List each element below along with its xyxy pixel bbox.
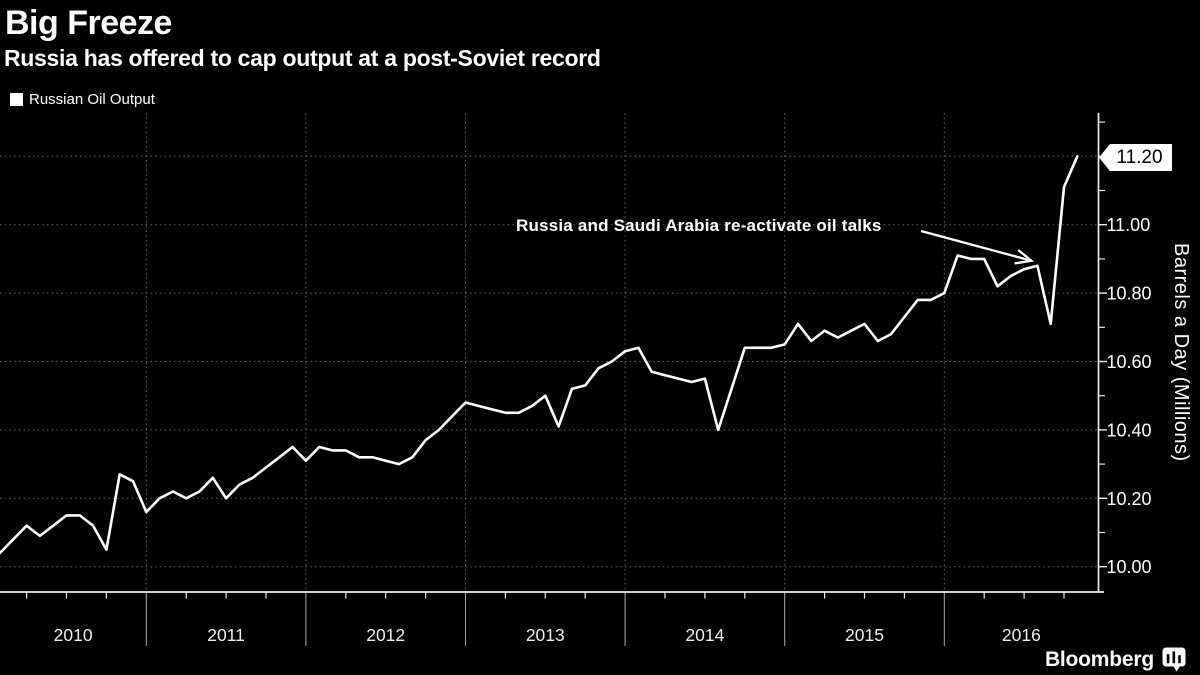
x-tick-label: 2016 [1002, 625, 1041, 645]
bloomberg-branding: Bloomberg [1045, 647, 1186, 672]
legend-swatch-icon [10, 93, 23, 106]
x-tick-label: 2014 [685, 625, 724, 645]
page-subtitle: Russia has offered to cap output at a po… [4, 45, 601, 71]
legend: Russian Oil Output [10, 91, 155, 108]
y-tick-label: 10.00 [1107, 557, 1152, 577]
last-value-badge: 11.20 [1099, 144, 1172, 171]
annotation-text: Russia and Saudi Arabia re-activate oil … [516, 216, 882, 235]
x-tick-label: 2012 [366, 625, 405, 645]
y-tick-label: 10.40 [1107, 420, 1152, 440]
x-tick-label: 2015 [845, 625, 884, 645]
y-tick-label: 10.80 [1107, 284, 1152, 304]
annotation-arrow-shaft [920, 229, 1032, 262]
page-title: Big Freeze [5, 4, 172, 42]
annotation-arrowhead [1014, 249, 1035, 265]
x-tick-label: 2010 [54, 625, 93, 645]
legend-label: Russian Oil Output [29, 91, 155, 108]
y-axis-title: Barrels a Day (Millions) [1170, 243, 1192, 462]
x-tick-label: 2013 [526, 625, 565, 645]
x-tick-label: 2011 [207, 625, 245, 645]
oil-output-series-line [0, 155, 1079, 555]
y-tick-label: 11.00 [1107, 215, 1151, 235]
bloomberg-logo-icon [1162, 647, 1186, 672]
y-tick-label: 10.60 [1107, 352, 1152, 372]
bloomberg-logo-text: Bloomberg [1044, 647, 1154, 671]
y-tick-label: 10.20 [1107, 489, 1152, 509]
